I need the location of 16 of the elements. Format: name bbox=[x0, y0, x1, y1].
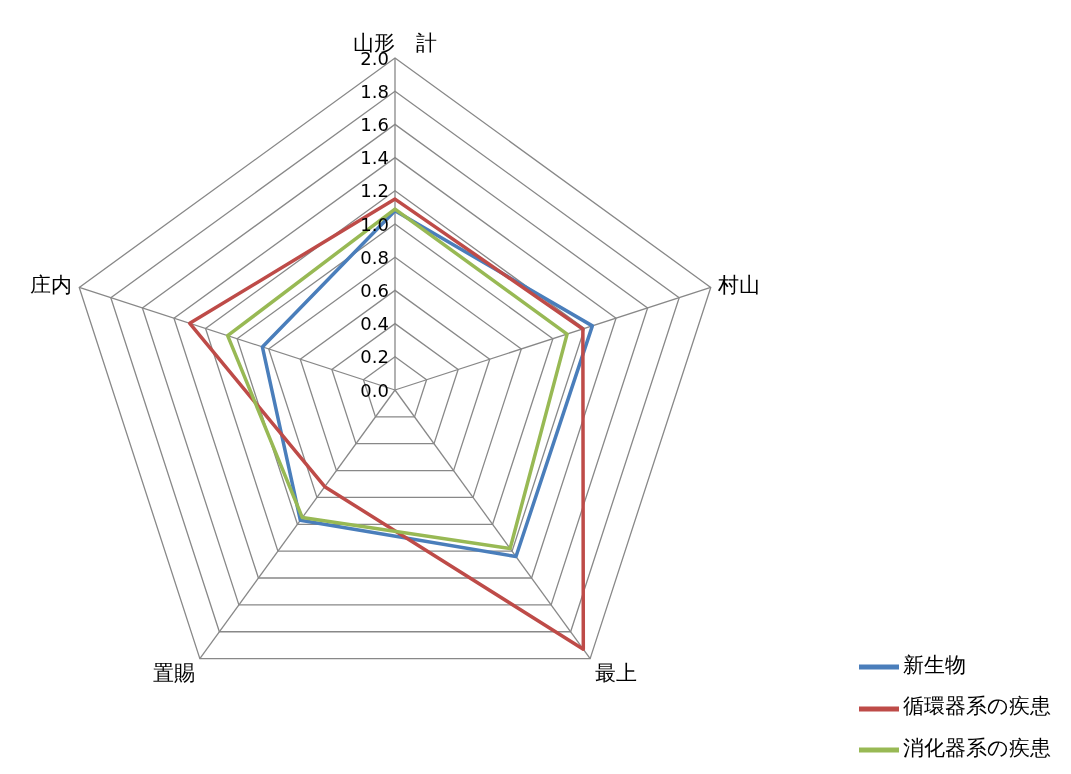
legend-label: 消化器系の疾患 bbox=[903, 735, 1051, 760]
y-tick-label: 1.8 bbox=[360, 80, 389, 102]
y-tick-label: 0.8 bbox=[360, 246, 389, 268]
y-tick-label: 0.0 bbox=[360, 379, 389, 401]
y-tick-label: 0.6 bbox=[360, 279, 389, 301]
spoke-label: 村山 bbox=[717, 273, 761, 298]
y-tick-label: 0.4 bbox=[360, 313, 389, 335]
spoke-label: 置賜 bbox=[153, 660, 196, 685]
spoke-label: 庄内 bbox=[29, 273, 72, 298]
legend-label: 新生物 bbox=[903, 652, 966, 677]
y-tick-label: 1.2 bbox=[360, 180, 389, 202]
spoke-label: 最上 bbox=[594, 660, 637, 685]
y-tick-label: 1.6 bbox=[360, 113, 389, 135]
legend-label: 循環器系の疾患 bbox=[903, 694, 1051, 718]
y-tick-label: 0.2 bbox=[360, 346, 389, 368]
y-tick-label: 1.4 bbox=[360, 147, 389, 169]
